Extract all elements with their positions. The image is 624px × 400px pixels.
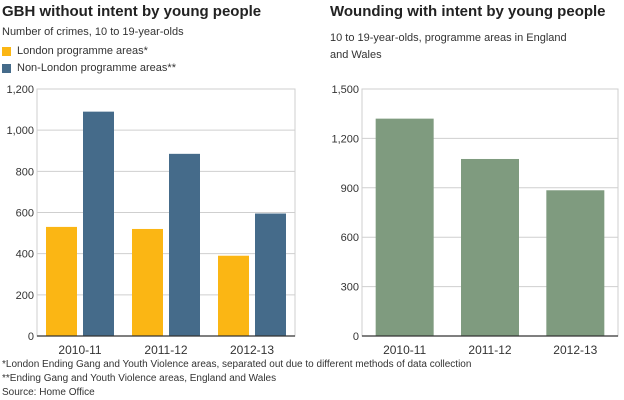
legend-label-london: London programme areas* xyxy=(17,45,148,57)
y-tick-label: 1,000 xyxy=(6,125,34,137)
left-chart: 0 200 400 600 800 1,000 1,200 2010-11 2011-12 201… xyxy=(6,84,296,357)
x-tick-label: 2010-11 xyxy=(383,343,426,357)
bar xyxy=(546,190,605,336)
left-chart-subtitle: Number of crimes, 10 to 19-year-olds xyxy=(2,26,184,38)
y-tick-label: 800 xyxy=(16,166,34,178)
legend-non-london: Non-London programme areas** xyxy=(2,62,176,74)
y-tick-label: 400 xyxy=(16,249,34,261)
y-tick-label: 0 xyxy=(353,331,359,343)
x-tick-label: 2011-12 xyxy=(468,343,511,357)
left-chart-title: GBH without intent by young people xyxy=(2,3,262,20)
bar xyxy=(169,153,200,336)
footnote-1: *London Ending Gang and Youth Violence a… xyxy=(2,359,472,370)
y-tick-label: 600 xyxy=(16,208,34,220)
bar xyxy=(46,226,77,336)
y-tick-label: 0 xyxy=(28,331,34,343)
right-chart: 0 300 600 900 1,200 1,500 2010-11 2011-12 2012-1… xyxy=(331,84,619,357)
bar xyxy=(132,228,163,336)
y-tick-label: 1,500 xyxy=(331,84,359,96)
y-tick-label: 900 xyxy=(341,183,359,195)
y-tick-label: 1,200 xyxy=(6,84,34,96)
source-note: Source: Home Office xyxy=(2,387,95,398)
footnote-2: **Ending Gang and Youth Violence areas, … xyxy=(2,373,277,384)
legend-label-non-london: Non-London programme areas** xyxy=(17,62,176,74)
bar xyxy=(83,111,114,337)
bar xyxy=(218,255,249,336)
x-tick-label: 2012-13 xyxy=(553,343,597,357)
bar xyxy=(375,118,434,336)
right-chart-subtitle-line-2: and Wales xyxy=(330,49,382,61)
legend-swatch-non-london xyxy=(2,63,11,73)
y-tick-label: 300 xyxy=(341,282,359,294)
x-tick-label: 2011-12 xyxy=(144,343,187,357)
right-chart-title: Wounding with intent by young people xyxy=(330,3,606,20)
right-chart-subtitle: 10 to 19-year-olds, programme areas in E… xyxy=(330,30,567,64)
legend-london: London programme areas* xyxy=(2,45,148,57)
x-tick-label: 2012-13 xyxy=(230,343,274,357)
right-chart-subtitle-line-1: 10 to 19-year-olds, programme areas in E… xyxy=(330,32,567,44)
y-tick-label: 200 xyxy=(16,290,34,302)
x-tick-label: 2010-11 xyxy=(58,343,101,357)
legend-swatch-london xyxy=(2,46,11,56)
y-tick-label: 1,200 xyxy=(331,133,359,145)
bar xyxy=(461,158,519,336)
bar xyxy=(255,213,286,336)
y-tick-label: 600 xyxy=(341,232,359,244)
